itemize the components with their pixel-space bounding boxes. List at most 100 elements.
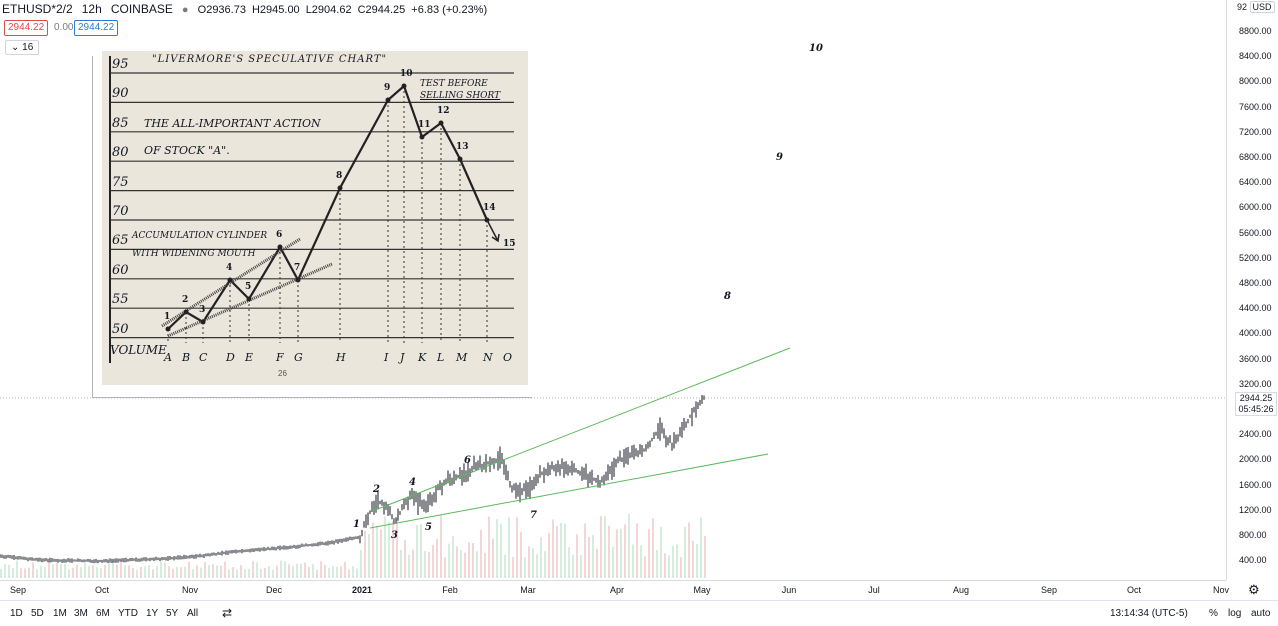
range-button-1m[interactable]: 1M [53,608,67,619]
wave-label-10[interactable]: 10 [809,43,823,54]
range-button-all[interactable]: All [187,608,199,619]
price-tick-label: 7200.00 [1239,126,1272,137]
buy-button[interactable]: 2944.22 [74,20,119,36]
settings-gear-icon[interactable]: ⚙ [1248,582,1260,597]
range-button-3m[interactable]: 3M [74,608,88,619]
wave-label-5[interactable]: 5 [425,522,432,533]
chevron-down-icon: ⌄ [11,42,23,53]
price-tick-label: 6800.00 [1239,152,1272,162]
wave-label-1[interactable]: 1 [353,519,360,530]
volume-bar [604,516,606,578]
time-tick-label: Nov [1212,585,1230,595]
volume-bar [680,557,682,578]
volume-bar [408,554,410,578]
log-toggle[interactable]: log [1228,608,1242,619]
range-button-6m[interactable]: 6M [96,608,110,619]
inset-note-2: SELLING SHORT [420,91,501,101]
volume-bar [572,554,574,578]
volume-bar [156,565,158,578]
bar-countdown: 05:45:26 [1238,404,1274,414]
currency-button[interactable]: USD [1249,1,1275,13]
time-tick-label: 2021 [351,585,373,595]
interval-label[interactable]: 12h [81,2,102,16]
volume-bar [160,561,162,578]
volume-bar [272,569,274,578]
range-button-5y[interactable]: 5Y [166,608,179,619]
wave-label-8[interactable]: 8 [724,291,731,302]
volume-bar [704,535,706,578]
inset-letter-label: E [245,351,254,364]
volume-bar [644,556,646,578]
wave-label-6[interactable]: 6 [464,455,471,466]
price-tick-label: 5600.00 [1239,227,1272,238]
volume-bar [700,517,702,578]
volume-bar [336,566,338,578]
time-tick-label: Mar [520,585,536,595]
inset-letter-label: K [418,351,427,364]
livermore-chart-image[interactable]: "LIVERMORE'S SPECULATIVE CHART" THE ALL-… [102,51,528,385]
volume-bar [376,525,378,578]
volume-bar [332,566,334,578]
volume-bar [448,543,450,578]
time-tick-label: Jun [781,585,797,595]
inset-point-label: 13 [456,142,469,152]
volume-bar [132,567,134,578]
volume-bar [220,565,222,578]
volume-bar [624,524,626,578]
inset-point-label: 9 [384,83,391,93]
percent-toggle[interactable]: % [1209,608,1218,619]
volume-bar [52,564,54,578]
date-range-icon[interactable]: ⇄ [222,606,233,620]
volume-bar [696,544,698,578]
range-button-ytd[interactable]: YTD [118,608,138,619]
volume-bar [292,566,294,578]
upper-trendline [369,347,791,513]
price-axis[interactable]: 92 USD 8800.00 8400.00 8000.00 7600.00 7200.… [1226,0,1278,580]
volume-bar [668,555,670,578]
range-button-5d[interactable]: 5D [31,608,44,619]
volume-bar [612,546,614,578]
volume-bar [508,517,510,578]
wave-label-3[interactable]: 3 [391,530,398,541]
wave-label-9[interactable]: 9 [776,152,783,163]
clock[interactable]: 13:14:34 (UTC-5) [1110,608,1188,619]
volume-bar [44,567,46,578]
volume-bar [288,564,290,578]
volume-bar [536,554,538,578]
volume-bar [512,557,514,578]
symbol-header: ETHUSD*2/2 12h COINBASE ● O2936.73 H2945.… [2,2,493,16]
main-chart[interactable] [0,0,1226,580]
volume-bar [16,560,18,578]
volume-bar [320,561,322,578]
volume-bar [308,567,310,578]
volume-bar [516,517,518,578]
inset-letter-label: H [336,351,346,364]
range-button-1y[interactable]: 1Y [146,608,159,619]
volume-bar [204,561,206,578]
inset-frame [92,56,532,398]
time-axis[interactable]: Sep Oct Nov Dec 2021 Feb Mar Apr May Jun Jul Aug Sep… [0,580,1230,601]
inset-point-marker [385,97,391,103]
inset-point-label: 15 [503,239,516,249]
sell-button[interactable]: 2944.22 [4,20,49,36]
volume-bars [0,514,706,578]
indicators-toggle[interactable]: ⌄ 16 [5,40,40,55]
price-tick-label: 800.00 [1239,530,1267,540]
range-button-1d[interactable]: 1D [10,608,23,619]
volume-bar [372,522,374,578]
volume-bar [0,568,2,578]
volume-bar [484,552,486,578]
volume-bar [184,566,186,578]
wave-label-4[interactable]: 4 [409,477,416,488]
wave-label-2[interactable]: 2 [373,484,380,495]
wave-label-7[interactable]: 7 [530,510,537,521]
volume-bar [80,567,82,578]
arrow-head-icon [491,233,500,243]
volume-bar [88,565,90,578]
auto-toggle[interactable]: auto [1251,608,1271,619]
volume-bar [380,529,382,578]
volume-bar [480,529,482,578]
volume-bar [64,564,66,578]
symbol-name[interactable]: ETHUSD*2/2 [2,2,73,16]
volume-bar [256,562,258,578]
